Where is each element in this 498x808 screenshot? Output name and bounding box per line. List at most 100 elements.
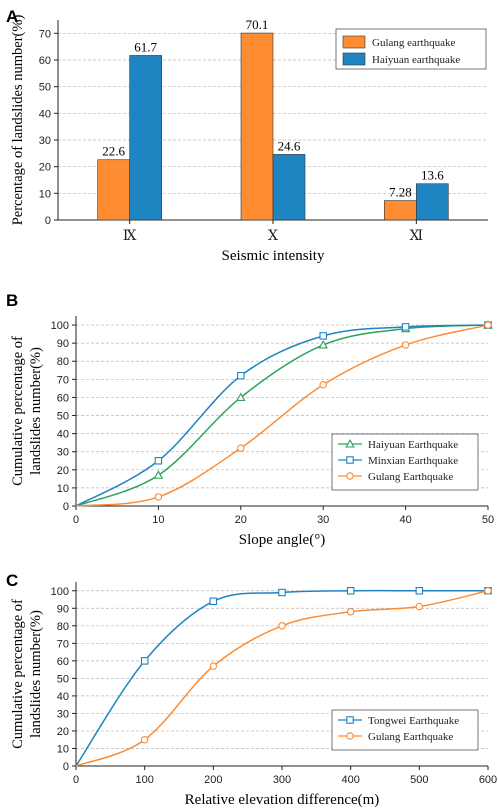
square-marker	[278, 588, 286, 597]
legend-label: Haiyuan Earthquake	[368, 439, 458, 451]
circle-marker	[154, 493, 163, 501]
y-tick-label: 90	[57, 603, 69, 615]
square-marker	[401, 323, 410, 331]
bar	[240, 32, 274, 221]
y-tick-label: 10	[57, 483, 69, 495]
y-tick-label: 70	[39, 28, 51, 40]
panel-a: A 0 10 20 30 40 50 60 70 Ⅸ 22.6 61.7 Ⅹ 70.1 24.6 Ⅺ 7.28 1…	[6, 7, 488, 264]
circle-marker	[319, 381, 327, 389]
y-tick-label: 0	[63, 501, 69, 513]
y-tick-label: 50	[57, 673, 69, 685]
panel-c: C 0 10 20 30 40 50 60 70 80 90 100 0 100 200 300 400 500 6…	[6, 571, 497, 808]
y-tick-label: 30	[57, 447, 69, 459]
legend-label: Gulang earthquake	[372, 37, 455, 49]
panel-letter: B	[6, 291, 18, 310]
y-tick-label: 70	[57, 638, 69, 650]
y-tick-label: 20	[57, 465, 69, 477]
square-marker	[209, 597, 218, 606]
x-tick-label: 500	[410, 774, 428, 786]
legend-swatch	[342, 52, 366, 66]
circle-marker	[346, 472, 354, 480]
x-tick-label: 300	[273, 774, 291, 786]
y-tick-label: 40	[57, 429, 69, 441]
bar	[97, 159, 130, 221]
y-axis-label-line2: landslides number(%)	[28, 347, 44, 475]
y-tick-label: 40	[57, 691, 69, 703]
square-marker	[237, 371, 245, 380]
x-tick-label: Ⅺ	[410, 229, 424, 244]
legend-label: Minxian Earthquake	[368, 455, 458, 467]
x-tick-label: 50	[482, 514, 494, 526]
legend-swatch	[342, 35, 366, 49]
circle-marker	[415, 602, 424, 611]
y-tick-label: 20	[57, 726, 69, 738]
x-tick-label: Ⅸ	[123, 229, 137, 244]
data-label: 70.1	[246, 17, 269, 32]
square-marker	[140, 657, 149, 665]
y-tick-label: 100	[51, 320, 69, 332]
y-tick-label: 60	[39, 55, 51, 67]
circle-marker	[484, 587, 492, 595]
y-tick-label: 0	[63, 761, 69, 773]
y-axis-label-line1: Cumulative percentage of	[10, 599, 26, 749]
triangle-marker	[345, 439, 355, 448]
panel-letter: C	[6, 571, 18, 590]
x-axis-label: Seismic intensity	[222, 248, 325, 264]
x-tick-label: 0	[73, 514, 79, 526]
y-tick-label: 10	[39, 188, 51, 200]
square-marker	[154, 457, 163, 465]
series-line	[75, 324, 489, 507]
y-tick-label: 90	[57, 338, 69, 350]
y-axis-label-line2: landslides number(%)	[28, 610, 44, 738]
data-label: 61.7	[134, 39, 157, 54]
triangle-marker	[318, 340, 328, 349]
bar	[384, 200, 417, 221]
circle-marker	[346, 608, 355, 616]
y-tick-label: 70	[57, 374, 69, 386]
legend-label: Haiyuan earthquake	[372, 54, 460, 66]
square-marker	[346, 716, 354, 724]
x-axis-label: Relative elevation difference(m)	[185, 792, 380, 808]
y-axis-label-line1: Cumulative percentage of	[10, 336, 26, 486]
series-line	[75, 324, 489, 507]
square-marker	[346, 456, 354, 464]
data-label: 22.6	[102, 144, 125, 159]
square-marker	[415, 587, 424, 595]
x-tick-label: 200	[204, 774, 222, 786]
circle-marker	[140, 735, 149, 744]
square-marker	[319, 332, 327, 340]
y-tick-label: 20	[39, 162, 51, 174]
circle-marker	[346, 732, 354, 740]
y-tick-label: 30	[39, 135, 51, 147]
legend-label: Gulang Earthquake	[368, 731, 453, 743]
y-tick-label: 80	[57, 621, 69, 633]
circle-marker	[278, 622, 286, 630]
x-tick-label: Ⅹ	[268, 229, 278, 244]
bar	[129, 55, 162, 221]
x-tick-label: 30	[317, 514, 329, 526]
data-label: 7.28	[389, 185, 412, 200]
y-axis-label: Percentage of landslides number(%)	[10, 15, 26, 226]
circle-marker	[237, 444, 245, 452]
series-line	[75, 324, 489, 507]
x-tick-label: 0	[73, 774, 79, 786]
x-tick-label: 100	[135, 774, 153, 786]
bar	[416, 183, 449, 221]
y-tick-label: 30	[57, 708, 69, 720]
legend-label: Gulang Earthquake	[368, 471, 453, 483]
y-tick-label: 60	[57, 656, 69, 668]
y-tick-label: 100	[51, 586, 69, 598]
y-tick-label: 50	[57, 411, 69, 423]
y-tick-label: 10	[57, 743, 69, 755]
x-tick-label: 20	[235, 514, 247, 526]
y-tick-label: 60	[57, 392, 69, 404]
y-tick-label: 0	[45, 215, 51, 227]
square-marker	[346, 587, 355, 595]
legend	[331, 709, 479, 751]
x-axis-label: Slope angle(°)	[239, 532, 325, 548]
triangle-marker	[236, 392, 246, 401]
x-tick-label: 400	[341, 774, 359, 786]
x-tick-label: 40	[399, 514, 411, 526]
y-tick-label: 40	[39, 108, 51, 120]
